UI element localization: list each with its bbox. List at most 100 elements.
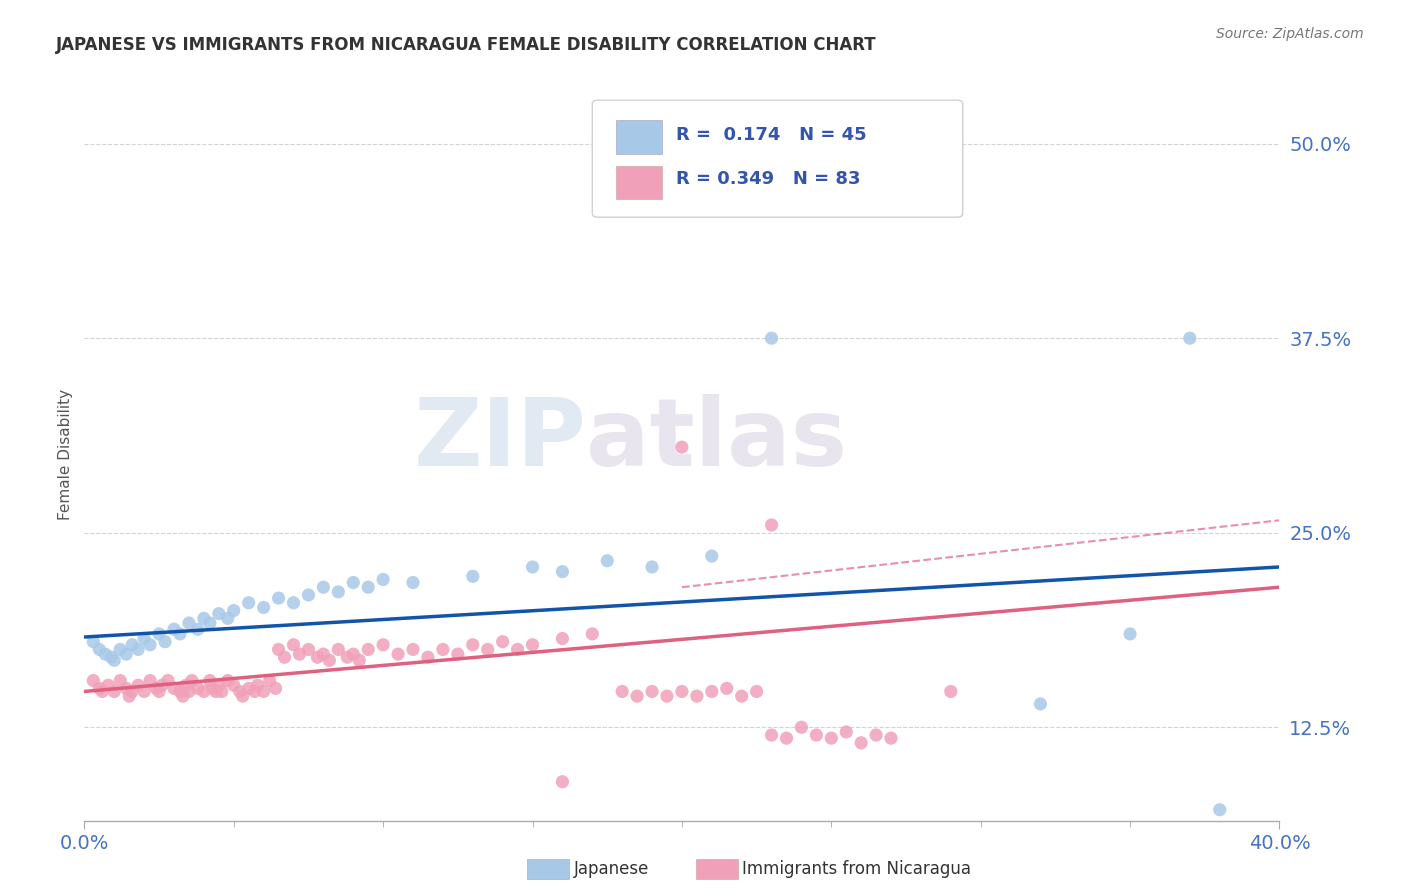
Point [180,673,202,688]
Point [148,684,170,698]
Point [228,684,252,698]
Point [217,673,239,688]
Point [267,642,290,657]
Point [132,684,156,698]
Point [700,549,723,563]
Point [267,591,290,606]
Point [222,603,245,617]
Point [820,731,842,746]
Point [865,728,887,742]
Point [118,689,141,703]
Text: atlas: atlas [586,394,848,486]
Point [477,642,499,657]
Point [626,689,648,703]
Point [671,440,693,454]
Point [150,678,173,692]
Point [641,560,664,574]
Point [100,650,122,665]
Point [121,684,143,698]
Text: Immigrants from Nicaragua: Immigrants from Nicaragua [742,860,972,878]
Point [297,642,319,657]
Point [121,638,143,652]
Point [222,678,245,692]
Point [371,638,394,652]
Point [103,684,125,698]
Point [551,632,574,646]
Point [127,642,149,657]
Text: R =  0.174   N = 45: R = 0.174 N = 45 [676,126,866,144]
Point [610,684,633,698]
Point [177,684,200,698]
Point [208,607,231,621]
Point [880,731,903,746]
Point [187,622,209,636]
Point [283,638,305,652]
Point [775,731,797,746]
Point [581,627,603,641]
Point [939,684,962,698]
Point [761,331,783,345]
Point [318,653,340,667]
Point [283,596,305,610]
Text: JAPANESE VS IMMIGRANTS FROM NICARAGUA FEMALE DISABILITY CORRELATION CHART: JAPANESE VS IMMIGRANTS FROM NICARAGUA FE… [56,36,877,54]
Point [187,681,209,696]
Point [402,575,425,590]
Point [700,684,723,698]
Point [97,678,120,692]
Point [217,611,239,625]
Point [387,647,409,661]
Point [253,684,276,698]
Point [110,642,132,657]
Point [198,615,221,630]
Point [115,681,138,696]
Point [447,647,470,661]
Point [297,588,319,602]
Point [174,678,197,692]
Point [205,684,228,698]
Point [264,681,287,696]
Point [731,153,754,167]
Point [193,684,215,698]
Point [641,684,664,698]
Point [288,647,311,661]
Point [328,642,350,657]
Point [172,689,194,703]
Point [522,560,544,574]
Point [1119,627,1142,641]
Point [163,681,186,696]
Point [716,681,738,696]
Point [169,684,191,698]
Point [201,681,224,696]
Point [253,600,276,615]
Point [115,647,138,661]
Point [211,684,233,698]
Text: ZIP: ZIP [413,394,586,486]
Point [1178,331,1201,345]
Point [208,678,231,692]
Point [312,580,335,594]
Point [849,736,872,750]
Point [177,615,200,630]
Point [157,673,180,688]
Point [139,673,162,688]
Point [461,569,484,583]
Point [91,684,114,698]
Point [246,678,269,692]
Point [371,573,394,587]
Point [731,689,754,703]
Point [402,642,425,657]
Point [342,575,364,590]
Point [671,684,693,698]
Point [139,638,162,652]
Point [790,720,813,734]
Text: Source: ZipAtlas.com: Source: ZipAtlas.com [1216,27,1364,41]
Point [655,689,678,703]
Point [686,689,709,703]
Point [169,627,191,641]
Point [193,611,215,625]
Point [238,681,260,696]
Point [551,565,574,579]
Point [761,728,783,742]
Point [357,642,380,657]
Point [145,681,167,696]
